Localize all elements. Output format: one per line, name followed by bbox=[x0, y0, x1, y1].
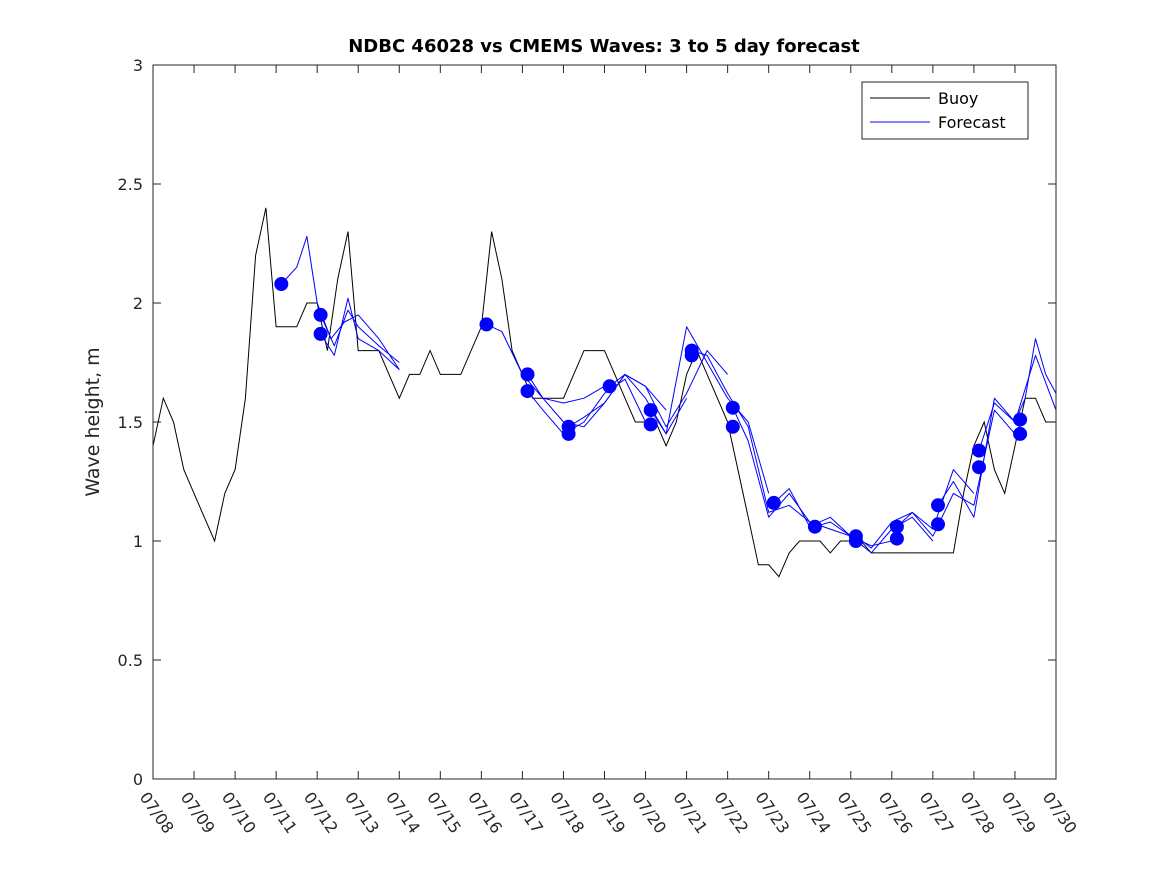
forecast-marker bbox=[1013, 412, 1028, 427]
legend-forecast-label: Forecast bbox=[938, 113, 1006, 132]
y-tick-label: 2.5 bbox=[118, 175, 143, 194]
forecast-run-line-15 bbox=[937, 354, 1057, 518]
forecast-run-line-8 bbox=[650, 326, 770, 494]
y-tick-label: 1 bbox=[133, 532, 143, 551]
legend-box bbox=[861, 81, 1029, 140]
y-tick-label: 2 bbox=[133, 294, 143, 313]
forecast-run-line-2 bbox=[320, 297, 400, 370]
forecast-marker bbox=[972, 460, 986, 475]
axes-box bbox=[152, 64, 1057, 780]
forecast-marker bbox=[643, 417, 658, 432]
forecast-run-line-9 bbox=[691, 350, 811, 523]
forecast-run-line-5 bbox=[527, 378, 646, 435]
legend-buoy-label: Buoy bbox=[938, 89, 978, 108]
forecast-marker bbox=[643, 403, 658, 418]
forecast-run-line-10 bbox=[732, 407, 851, 537]
y-tick-label: 0.5 bbox=[118, 651, 143, 670]
forecast-marker bbox=[561, 426, 576, 441]
forecast-marker bbox=[766, 495, 781, 510]
forecast-marker bbox=[479, 317, 494, 332]
forecast-marker bbox=[889, 519, 904, 534]
forecast-marker bbox=[520, 384, 535, 399]
legend: Buoy Forecast bbox=[861, 81, 1029, 140]
y-axis-label: Wave height, m bbox=[82, 347, 104, 496]
y-tick-label: 3 bbox=[133, 56, 143, 75]
forecast-marker bbox=[274, 277, 289, 291]
series-layer bbox=[152, 207, 1057, 578]
chart-title: NDBC 46028 vs CMEMS Waves: 3 to 5 day fo… bbox=[348, 36, 860, 57]
forecast-run-line-7 bbox=[609, 350, 728, 428]
forecast-marker bbox=[889, 531, 904, 546]
forecast-marker bbox=[848, 534, 863, 548]
forecast-marker bbox=[725, 400, 740, 415]
forecast-marker bbox=[520, 367, 535, 382]
forecast-marker bbox=[931, 517, 945, 532]
forecast-marker bbox=[972, 443, 986, 458]
forecast-marker bbox=[602, 379, 617, 394]
forecast-run-line-12 bbox=[814, 516, 934, 554]
forecast-marker bbox=[684, 348, 699, 363]
forecast-marker bbox=[313, 307, 328, 322]
forecast-marker bbox=[807, 519, 822, 534]
forecast-run-line-14 bbox=[896, 409, 1016, 537]
forecast-marker bbox=[725, 419, 740, 434]
forecast-run-line-11 bbox=[773, 488, 892, 547]
forecast-run-line-16 bbox=[978, 338, 1057, 451]
y-tick-label: 1.5 bbox=[118, 413, 143, 432]
forecast-marker bbox=[931, 498, 945, 513]
buoy-series-line bbox=[152, 207, 1056, 578]
y-tick-label: 0 bbox=[133, 770, 143, 789]
forecast-marker bbox=[1013, 426, 1028, 441]
forecast-marker bbox=[313, 326, 328, 341]
